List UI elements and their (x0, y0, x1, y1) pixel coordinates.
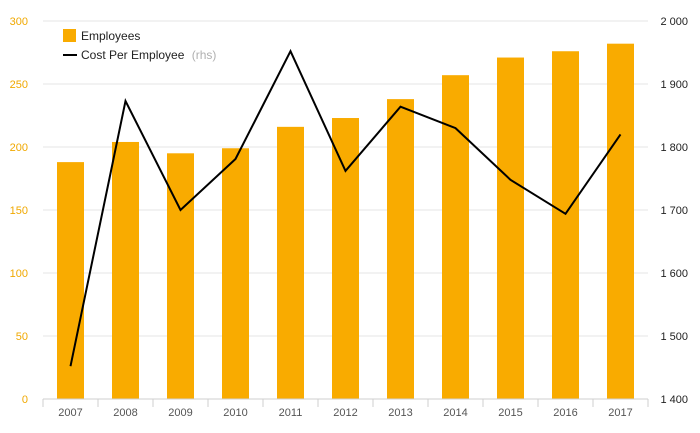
y-left-tick-label: 250 (10, 79, 28, 91)
axes: 0 50 100 150 200 250 300 1 400 1 500 1 600 1 700 1 … (10, 16, 688, 419)
x-tick-label: 2014 (443, 407, 467, 419)
y-left-tick-label: 100 (10, 268, 28, 280)
y-left-tick-label: 50 (16, 331, 28, 343)
bar-series (57, 43, 634, 400)
x-tick-label: 2016 (553, 407, 577, 419)
y-right-tick-label: 1 600 (660, 268, 688, 280)
x-tick-label: 2012 (333, 407, 357, 419)
x-tick-label: 2008 (113, 407, 137, 419)
bar-employees (57, 162, 84, 399)
x-tick-label: 2015 (498, 407, 522, 419)
bar-employees (387, 99, 414, 400)
legend: Employees Cost Per Employee (rhs) (63, 29, 216, 62)
line-cost-per-employee (69, 48, 622, 367)
x-tick-label: 2010 (223, 407, 247, 419)
bar-employees (222, 148, 249, 399)
x-tick-label: 2013 (388, 407, 412, 419)
y-right-tick-label: 1 800 (660, 142, 688, 154)
bar-employees (497, 57, 524, 399)
y-left-tick-label: 0 (22, 394, 28, 406)
y-left-tick-label: 150 (10, 205, 28, 217)
bar-employees (332, 118, 359, 400)
y-left-tick-label: 300 (10, 16, 28, 28)
bar-employees (607, 43, 634, 400)
bar-employees (112, 141, 139, 399)
bar-employees (552, 51, 579, 400)
y-right-tick-label: 2 000 (660, 16, 688, 28)
y-right-tick-label: 1 400 (660, 394, 688, 406)
x-tick-label: 2017 (608, 407, 632, 419)
legend-label-employees: Employees (81, 29, 140, 43)
legend-swatch-employees (63, 29, 76, 42)
y-right-tick-label: 1 500 (660, 331, 688, 343)
legend-label-cost-per-employee: Cost Per Employee (rhs) (81, 48, 216, 62)
x-tick-label: 2011 (279, 407, 303, 419)
y-left-tick-label: 200 (10, 142, 28, 154)
legend-label-rhs: (rhs) (192, 48, 217, 62)
x-tick-label: 2009 (168, 407, 192, 419)
x-tick-label: 2007 (58, 407, 82, 419)
legend-label-cost-per-employee-name: Cost Per Employee (81, 48, 185, 62)
line-series (69, 48, 622, 367)
y-right-tick-label: 1 700 (660, 205, 688, 217)
y-right-tick-label: 1 900 (660, 79, 688, 91)
bar-employees (277, 126, 304, 399)
